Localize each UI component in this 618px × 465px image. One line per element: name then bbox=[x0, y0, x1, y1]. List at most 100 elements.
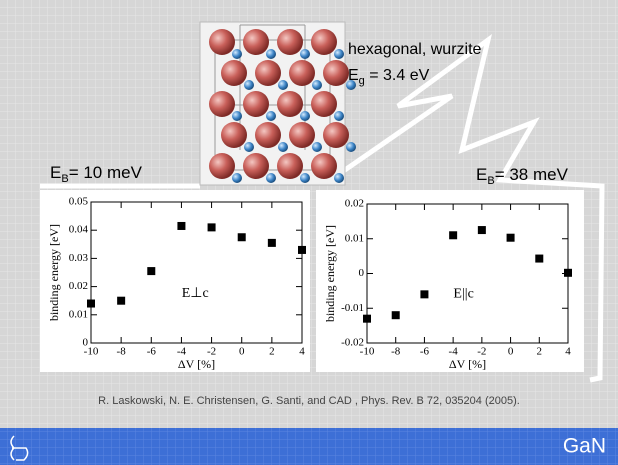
atom-n bbox=[300, 173, 310, 183]
crystal-image bbox=[200, 22, 356, 185]
x-tick-label: 0 bbox=[508, 346, 514, 358]
atom-n bbox=[244, 80, 254, 90]
atom-ga bbox=[289, 122, 315, 148]
atom-ga bbox=[323, 60, 349, 86]
x-tick-label: -2 bbox=[477, 346, 486, 358]
atom-n bbox=[266, 49, 276, 59]
atom-n bbox=[346, 142, 356, 152]
point bbox=[177, 222, 185, 230]
footer-title: GaN bbox=[563, 435, 606, 458]
atom-ga bbox=[221, 60, 247, 86]
x-axis-label: ΔV [%] bbox=[178, 357, 215, 371]
page: {"slide": { "crystal_label": "hexagonal,… bbox=[0, 0, 618, 465]
x-tick-label: 4 bbox=[299, 346, 305, 358]
atom-n bbox=[312, 80, 322, 90]
atom-ga bbox=[243, 91, 269, 117]
atom-ga bbox=[209, 91, 235, 117]
x-tick-label: -4 bbox=[449, 346, 459, 358]
point bbox=[420, 290, 428, 298]
y-tick-label: 0.02 bbox=[345, 198, 364, 210]
annotation: E⊥c bbox=[182, 286, 209, 301]
atom-n bbox=[312, 142, 322, 152]
y-axis-label: binding energy [eV] bbox=[323, 225, 337, 322]
atom-ga bbox=[209, 153, 235, 179]
y-tick-label: -0.01 bbox=[341, 302, 364, 314]
point bbox=[478, 226, 486, 234]
point bbox=[87, 300, 95, 308]
citation: R. Laskowski, N. E. Christensen, G. Sant… bbox=[98, 395, 520, 407]
x-axis-label: ΔV [%] bbox=[449, 357, 486, 371]
annotation: E||c bbox=[453, 287, 473, 302]
point bbox=[208, 223, 216, 231]
atom-ga bbox=[311, 91, 337, 117]
x-tick-label: -8 bbox=[391, 346, 401, 358]
atom-ga bbox=[311, 153, 337, 179]
atom-n bbox=[232, 49, 242, 59]
x-tick-label: 0 bbox=[239, 346, 245, 358]
atom-ga bbox=[255, 60, 281, 86]
value: = 10 meV bbox=[69, 163, 143, 182]
value: = 38 meV bbox=[495, 165, 569, 184]
y-tick-label: 0 bbox=[359, 267, 365, 279]
x-tick-label: -10 bbox=[360, 346, 375, 358]
x-tick-label: -6 bbox=[147, 346, 157, 358]
point bbox=[392, 311, 400, 319]
y-tick-label: 0.01 bbox=[69, 308, 88, 320]
x-tick-label: -6 bbox=[420, 346, 430, 358]
point bbox=[363, 315, 371, 323]
atom-ga bbox=[255, 122, 281, 148]
atom-ga bbox=[277, 91, 303, 117]
atom-ga bbox=[289, 60, 315, 86]
crystal-label: hexagonal, wurzite bbox=[348, 41, 482, 58]
atom-n bbox=[266, 111, 276, 121]
x-tick-label: -2 bbox=[207, 346, 216, 358]
point bbox=[564, 269, 572, 277]
point bbox=[147, 267, 155, 275]
x-tick-label: 2 bbox=[269, 346, 275, 358]
subscript: B bbox=[487, 175, 494, 187]
atom-ga bbox=[323, 122, 349, 148]
symbol: E bbox=[348, 67, 359, 84]
atom-ga bbox=[209, 29, 235, 55]
atom-n bbox=[300, 49, 310, 59]
atom-ga bbox=[277, 153, 303, 179]
value: = 3.4 eV bbox=[365, 67, 430, 84]
symbol: E bbox=[476, 165, 487, 184]
x-tick-label: -8 bbox=[117, 346, 127, 358]
atom-n bbox=[334, 49, 344, 59]
atom-ga bbox=[243, 29, 269, 55]
x-tick-label: -4 bbox=[177, 346, 187, 358]
point bbox=[507, 234, 515, 242]
y-tick-label: 0.02 bbox=[69, 280, 88, 292]
atom-ga bbox=[277, 29, 303, 55]
atom-n bbox=[278, 142, 288, 152]
x-tick-label: -10 bbox=[84, 346, 99, 358]
point bbox=[117, 297, 125, 305]
symbol: E bbox=[50, 163, 61, 182]
x-tick-label: 4 bbox=[565, 346, 571, 358]
atom-n bbox=[334, 111, 344, 121]
atom-n bbox=[266, 173, 276, 183]
y-tick-label: 0.05 bbox=[69, 196, 89, 208]
atom-ga bbox=[221, 122, 247, 148]
y-tick-label: 0.03 bbox=[69, 252, 89, 264]
slide: hexagonal, wurzite Eg = 3.4 eV EB= 10 me… bbox=[0, 0, 618, 465]
y-axis-label: binding energy [eV] bbox=[47, 224, 61, 321]
atom-n bbox=[300, 111, 310, 121]
x-tick-label: 2 bbox=[537, 346, 543, 358]
point bbox=[268, 239, 276, 247]
atom-n bbox=[244, 142, 254, 152]
subscript: B bbox=[61, 173, 68, 185]
atom-n bbox=[232, 111, 242, 121]
point bbox=[535, 255, 543, 263]
y-tick-label: 0.04 bbox=[69, 224, 89, 236]
point bbox=[298, 246, 306, 254]
atom-n bbox=[232, 173, 242, 183]
atom-n bbox=[334, 173, 344, 183]
y-tick-label: 0.01 bbox=[345, 232, 364, 244]
point bbox=[238, 233, 246, 241]
atom-n bbox=[278, 80, 288, 90]
atom-ga bbox=[311, 29, 337, 55]
point bbox=[449, 231, 457, 239]
atom-ga bbox=[243, 153, 269, 179]
